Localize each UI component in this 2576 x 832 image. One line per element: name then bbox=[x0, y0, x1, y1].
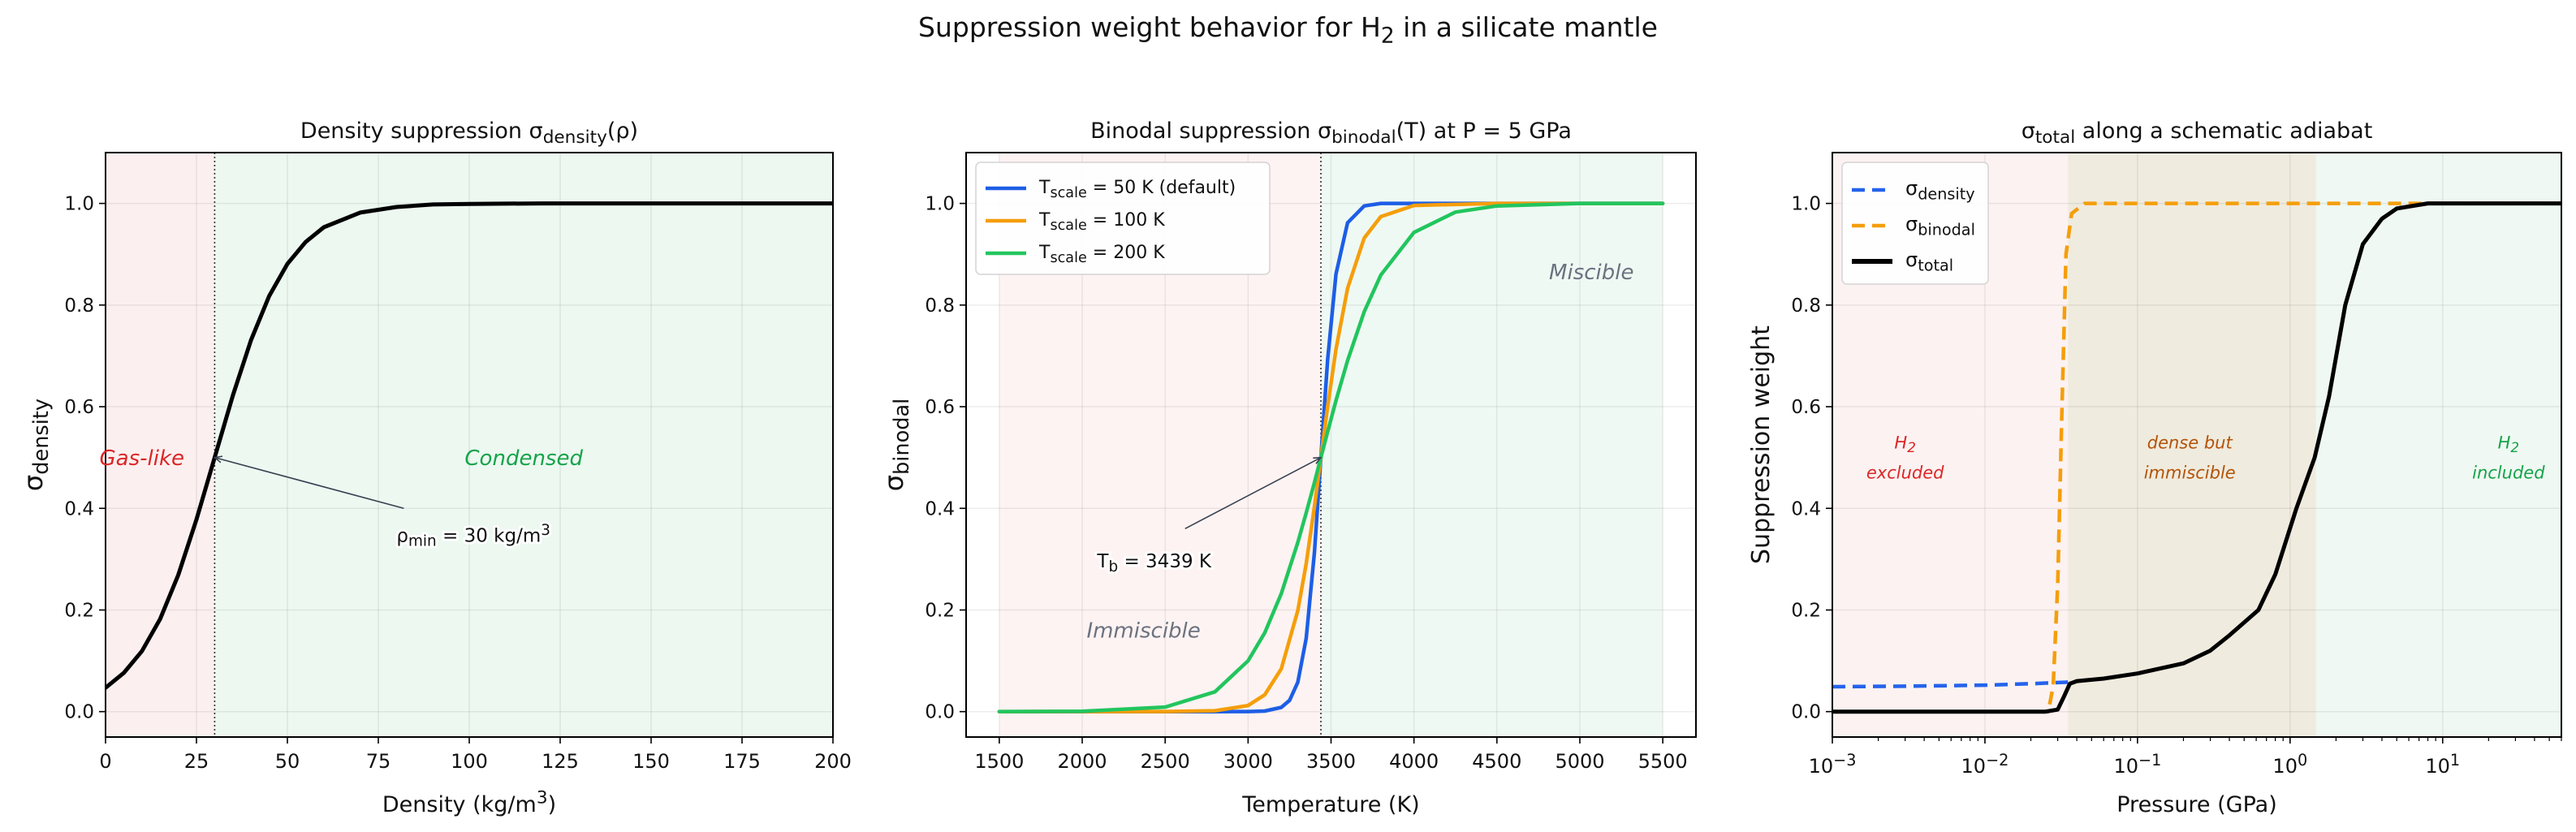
legend-entry: Tscale = 100 K bbox=[1038, 210, 1165, 234]
y-tick-label: 0.0 bbox=[925, 702, 955, 723]
x-axis-label: Pressure (GPa) bbox=[2116, 792, 2276, 817]
panel-total: 10−3 10−2 10−1 100 101 0.0 0.2 0.4 0.6 0.8 1.0 σtot… bbox=[1747, 119, 2562, 817]
x-tick-label: 2000 bbox=[1057, 750, 1107, 773]
annotation-arrow bbox=[214, 458, 404, 510]
x-tick-label: 25 bbox=[184, 750, 209, 773]
x-tick-label: 125 bbox=[542, 750, 579, 773]
x-tick-label: 10−1 bbox=[2113, 751, 2161, 778]
x-tick-label: 3000 bbox=[1223, 750, 1273, 773]
y-tick-label: 0.0 bbox=[1791, 702, 1821, 723]
annotation-arrow bbox=[1184, 458, 1321, 530]
y-tick-label: 0.4 bbox=[925, 498, 955, 519]
y-axis-label: Suppression weight bbox=[1747, 325, 1776, 564]
annotation-text: ρmin = 30 kg/m3 bbox=[396, 522, 550, 550]
figure-title: Suppression weight behavior for H2 in a … bbox=[918, 11, 1658, 49]
legend-entry: σbinodal bbox=[1905, 213, 1975, 239]
y-tick-label: 1.0 bbox=[1791, 194, 1821, 215]
legend: σdensity σbinodal σtotal bbox=[1841, 162, 1989, 285]
y-tick-label: 0.4 bbox=[1791, 498, 1821, 519]
region-label: Gas-like bbox=[100, 446, 185, 471]
panel-binodal: 1500 2000 2500 3000 3500 4000 4500 5000 5500 0.0 0… bbox=[878, 119, 1697, 817]
axes-frame bbox=[1832, 152, 2562, 738]
y-tick-label: 0.8 bbox=[64, 295, 94, 317]
series-line-2 bbox=[1832, 201, 2561, 714]
x-tick-label: 0 bbox=[99, 750, 111, 773]
shaded-region bbox=[2068, 153, 2316, 737]
annotation-text: Tb = 3439 K bbox=[1096, 551, 1211, 576]
x-tick-label: 101 bbox=[2425, 751, 2460, 778]
x-tick-label: 5500 bbox=[1638, 750, 1688, 773]
x-tick-label: 175 bbox=[723, 750, 761, 773]
x-tick-label: 150 bbox=[632, 750, 670, 773]
legend-entry: Tscale = 200 K bbox=[1038, 243, 1165, 266]
x-tick-label: 4500 bbox=[1472, 750, 1521, 773]
region-label: immiscible bbox=[2144, 463, 2236, 482]
region-label: Condensed bbox=[464, 446, 583, 471]
legend-entry: Tscale = 50 K (default) bbox=[1038, 178, 1236, 201]
region-label: Immiscible bbox=[1086, 619, 1200, 644]
region-label: included bbox=[2472, 463, 2545, 482]
y-tick-label: 0.2 bbox=[1791, 600, 1821, 621]
legend-box bbox=[975, 162, 1271, 275]
x-tick-label: 50 bbox=[275, 750, 300, 773]
region-label: Miscible bbox=[1549, 261, 1633, 285]
legend: Tscale = 50 K (default) Tscale = 100 K Tsc… bbox=[975, 162, 1271, 275]
panel-title: Binodal suppression σbinodal(T) at P = 5… bbox=[1090, 119, 1572, 148]
x-tick-label: 3500 bbox=[1306, 750, 1356, 773]
y-tick-label: 0.0 bbox=[64, 702, 94, 723]
x-tick-label: 10−2 bbox=[1961, 751, 2009, 778]
x-tick-label: 10−3 bbox=[1809, 751, 1857, 778]
y-tick-label: 0.8 bbox=[925, 295, 955, 317]
shaded-region bbox=[106, 153, 215, 737]
region-label: H2 bbox=[2498, 433, 2519, 456]
legend-box bbox=[1841, 162, 1989, 285]
x-tick-label: 100 bbox=[451, 750, 488, 773]
y-tick-label: 1.0 bbox=[925, 194, 955, 215]
y-axis-label: σdensity bbox=[18, 399, 54, 491]
y-tick-label: 1.0 bbox=[64, 194, 94, 215]
x-tick-label: 4000 bbox=[1389, 750, 1439, 773]
x-axis-label: Density (kg/m3) bbox=[382, 788, 556, 817]
shaded-region bbox=[2315, 153, 2561, 737]
y-tick-label: 0.6 bbox=[64, 397, 94, 418]
legend-entry: σdensity bbox=[1905, 177, 1975, 203]
series-line-0 bbox=[1832, 680, 2069, 689]
region-label: H2 bbox=[1894, 433, 1915, 456]
shaded-region bbox=[1321, 153, 1663, 737]
series-line-0 bbox=[106, 201, 833, 690]
x-tick-label: 1500 bbox=[974, 750, 1024, 773]
region-label: dense but bbox=[2147, 433, 2233, 453]
y-tick-label: 0.2 bbox=[925, 600, 955, 621]
y-axis-label: σbinodal bbox=[878, 399, 914, 492]
series-line-0 bbox=[997, 201, 1665, 713]
shaded-region bbox=[214, 153, 833, 737]
y-tick-label: 0.2 bbox=[64, 600, 94, 621]
panel-title: Density suppression σdensity(ρ) bbox=[300, 119, 638, 148]
x-tick-label: 75 bbox=[366, 750, 391, 773]
y-tick-label: 0.6 bbox=[1791, 397, 1821, 418]
x-tick-label: 100 bbox=[2272, 751, 2307, 778]
series-line-1 bbox=[997, 201, 1665, 713]
x-tick-label: 5000 bbox=[1555, 750, 1604, 773]
region-label: excluded bbox=[1866, 463, 1944, 482]
x-tick-label: 200 bbox=[814, 750, 852, 773]
y-tick-label: 0.8 bbox=[1791, 295, 1821, 317]
x-axis-label: Temperature (K) bbox=[1241, 792, 1419, 817]
y-tick-label: 0.4 bbox=[64, 498, 94, 519]
x-tick-label: 2500 bbox=[1141, 750, 1190, 773]
panel-density: 0 25 50 75 100 125 150 175 200 0.0 0.2 0.4 0.6 0.8 1.0… bbox=[18, 119, 852, 817]
y-tick-label: 0.6 bbox=[925, 397, 955, 418]
panel-title: σtotal along a schematic adiabat bbox=[2022, 119, 2373, 148]
legend-entry: σtotal bbox=[1905, 248, 1953, 274]
